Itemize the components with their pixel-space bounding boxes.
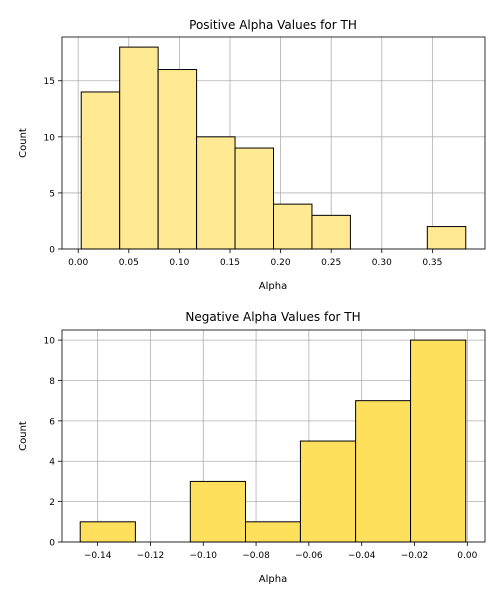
histogram-bar bbox=[196, 136, 236, 250]
chart-title: Negative Alpha Values for TH bbox=[185, 310, 360, 324]
histogram-bar bbox=[189, 480, 247, 543]
y-tick-label: 8 bbox=[49, 377, 55, 387]
y-tick-label: 10 bbox=[44, 133, 56, 143]
x-tick-label: 0.15 bbox=[220, 258, 240, 268]
x-axis-label: Alpha bbox=[259, 281, 287, 292]
x-tick-label: −0.14 bbox=[84, 551, 112, 561]
x-tick-label: −0.06 bbox=[295, 551, 323, 561]
histogram-bar bbox=[426, 226, 467, 250]
negative-alpha-histogram: Negative Alpha Values for TH −0.14 −0.12 −… bbox=[18, 310, 486, 585]
x-tick-label: −0.02 bbox=[401, 551, 429, 561]
y-axis-label: Count bbox=[18, 421, 29, 451]
x-tick-label: 0.05 bbox=[119, 258, 139, 268]
histogram-bar bbox=[299, 440, 357, 543]
y-tick-label: 0 bbox=[49, 246, 55, 256]
x-tick-label: 0.10 bbox=[169, 258, 189, 268]
histogram-bar bbox=[157, 69, 198, 250]
x-tick-label: 0.00 bbox=[68, 258, 88, 268]
x-tick-label: −0.10 bbox=[189, 551, 217, 561]
x-tick-label: 0.30 bbox=[372, 258, 392, 268]
histogram-bar bbox=[79, 521, 136, 543]
histogram-bar bbox=[273, 203, 313, 250]
histogram-bar bbox=[355, 400, 412, 543]
y-tick-label: 4 bbox=[49, 458, 55, 468]
x-tick-label: 0.25 bbox=[321, 258, 341, 268]
x-tick-label: −0.08 bbox=[242, 551, 270, 561]
y-tick-label: 6 bbox=[49, 417, 55, 427]
x-tick-label: −0.12 bbox=[137, 551, 165, 561]
positive-alpha-histogram: Positive Alpha Values for TH 0.00 0.05 0.1… bbox=[18, 18, 486, 292]
histogram-bar bbox=[410, 339, 467, 543]
x-tick-label: 0.20 bbox=[271, 258, 291, 268]
x-tick-label: 0.35 bbox=[422, 258, 442, 268]
plot-frame bbox=[61, 329, 486, 543]
histogram-bar bbox=[311, 214, 351, 250]
y-tick-label: 0 bbox=[49, 539, 55, 549]
plot-frame bbox=[61, 36, 486, 250]
x-axis-label: Alpha bbox=[259, 574, 287, 585]
histogram-bar bbox=[245, 521, 301, 543]
histogram-bar bbox=[119, 46, 159, 250]
histogram-bar bbox=[234, 147, 274, 250]
x-tick-label: 0.00 bbox=[457, 551, 477, 561]
y-tick-label: 2 bbox=[49, 498, 55, 508]
y-tick-label: 15 bbox=[44, 77, 55, 87]
chart-title: Positive Alpha Values for TH bbox=[189, 18, 357, 32]
y-axis-label: Count bbox=[18, 128, 29, 158]
x-tick-label: −0.04 bbox=[348, 551, 376, 561]
y-tick-label: 10 bbox=[44, 337, 56, 347]
y-tick-label: 5 bbox=[49, 189, 55, 199]
histogram-bar bbox=[80, 91, 121, 250]
